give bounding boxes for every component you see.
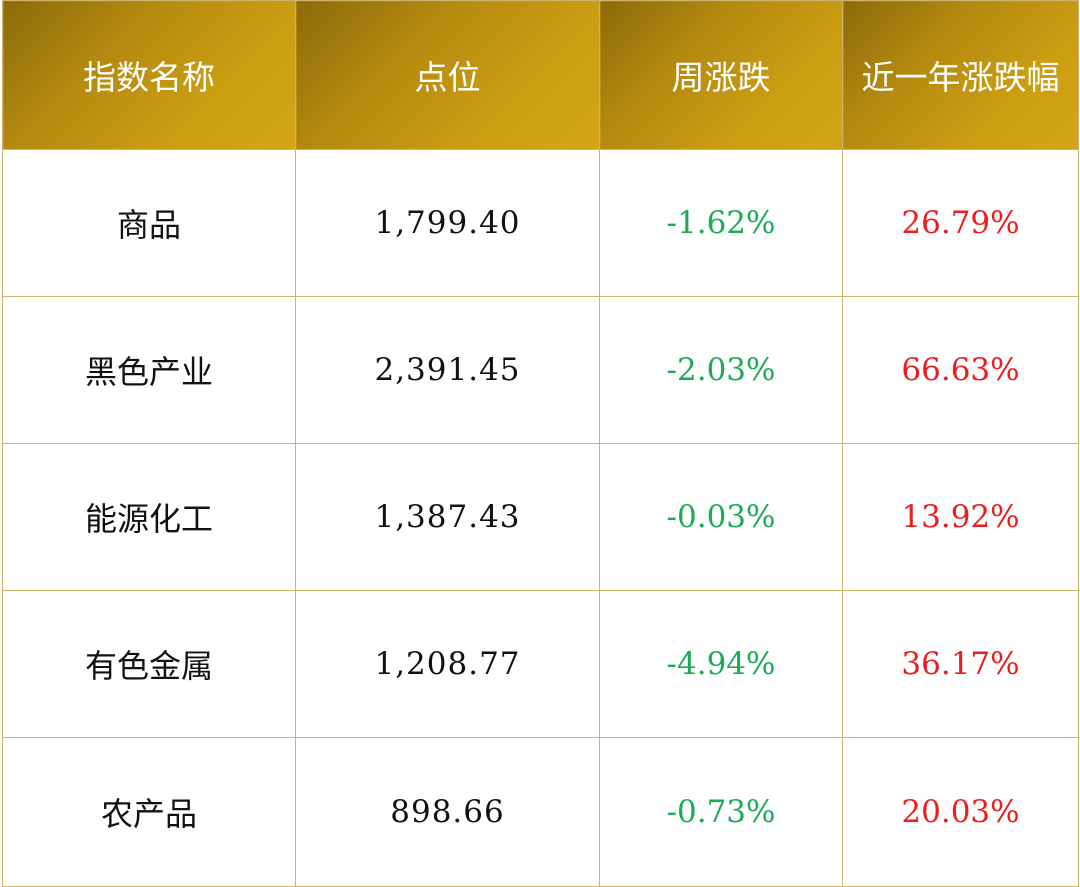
- yearly-change-cell: 13.92%: [842, 443, 1079, 591]
- weekly-change-cell: -1.62%: [599, 149, 843, 297]
- index-name-cell: 有色金属: [2, 590, 296, 738]
- index-name-cell: 能源化工: [2, 443, 296, 591]
- index-name-cell: 农产品: [2, 737, 296, 887]
- index-name-cell: 商品: [2, 149, 296, 297]
- table-row: 商品 1,799.40 -1.62% 26.79%: [2, 149, 1079, 297]
- points-cell: 1,208.77: [295, 590, 600, 738]
- header-weekly-change: 周涨跌: [599, 0, 843, 150]
- points-cell: 1,387.43: [295, 443, 600, 591]
- weekly-change-cell: -0.03%: [599, 443, 843, 591]
- table-row: 有色金属 1,208.77 -4.94% 36.17%: [2, 590, 1079, 738]
- table-row: 农产品 898.66 -0.73% 20.03%: [2, 737, 1079, 887]
- table-row: 能源化工 1,387.43 -0.03% 13.92%: [2, 443, 1079, 591]
- yearly-change-cell: 20.03%: [842, 737, 1079, 887]
- weekly-change-cell: -4.94%: [599, 590, 843, 738]
- yearly-change-cell: 66.63%: [842, 296, 1079, 444]
- index-name-cell: 黑色产业: [2, 296, 296, 444]
- header-yearly-change: 近一年涨跌幅: [842, 0, 1079, 150]
- yearly-change-cell: 26.79%: [842, 149, 1079, 297]
- weekly-change-cell: -0.73%: [599, 737, 843, 887]
- points-cell: 2,391.45: [295, 296, 600, 444]
- header-index-name: 指数名称: [2, 0, 296, 150]
- points-cell: 1,799.40: [295, 149, 600, 297]
- weekly-change-cell: -2.03%: [599, 296, 843, 444]
- yearly-change-cell: 36.17%: [842, 590, 1079, 738]
- header-row: 指数名称 点位 周涨跌 近一年涨跌幅: [2, 0, 1079, 150]
- points-cell: 898.66: [295, 737, 600, 887]
- header-points: 点位: [295, 0, 600, 150]
- table-row: 黑色产业 2,391.45 -2.03% 66.63%: [2, 296, 1079, 444]
